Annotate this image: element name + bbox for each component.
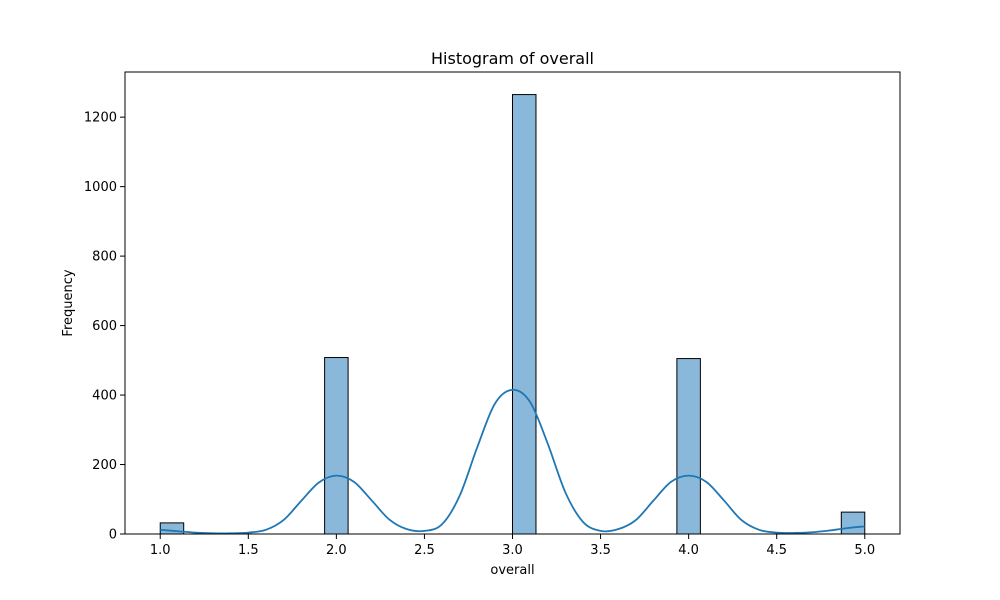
x-tick-label: 3.0	[502, 543, 523, 558]
x-tick-label: 1.5	[238, 543, 259, 558]
x-tick-label: 5.0	[854, 543, 875, 558]
histogram-bar	[676, 358, 701, 535]
x-tick-label: 2.5	[414, 543, 435, 558]
y-tick-label: 200	[92, 458, 117, 473]
histogram-bar	[324, 357, 349, 535]
y-tick-label: 0	[109, 528, 117, 543]
kde-curve	[160, 388, 865, 535]
x-tick-label: 3.5	[590, 543, 611, 558]
y-tick-label: 800	[92, 250, 117, 265]
x-tick-label: 4.5	[766, 543, 787, 558]
chart-title: Histogram of overall	[431, 49, 594, 68]
y-axis-label: Frequency	[61, 269, 76, 336]
x-tick-label: 4.0	[678, 543, 699, 558]
histogram-bar	[840, 511, 866, 535]
y-tick-label: 1000	[84, 180, 117, 195]
y-axis-ticks: 0 200 400 600 800 1000 1200	[84, 111, 125, 543]
x-tick-label: 1.0	[150, 543, 171, 558]
x-axis-ticks: 1.0 1.5 2.0 2.5 3.0 3.5 4.0 4.5 5.0	[150, 534, 875, 558]
y-tick-label: 600	[92, 319, 117, 334]
y-tick-label: 1200	[84, 111, 117, 126]
y-tick-label: 400	[92, 389, 117, 404]
x-tick-label: 2.0	[326, 543, 347, 558]
histogram-bars	[159, 94, 866, 535]
x-axis-label: overall	[490, 563, 534, 578]
histogram-bar	[159, 522, 185, 535]
histogram-bar	[512, 94, 537, 535]
